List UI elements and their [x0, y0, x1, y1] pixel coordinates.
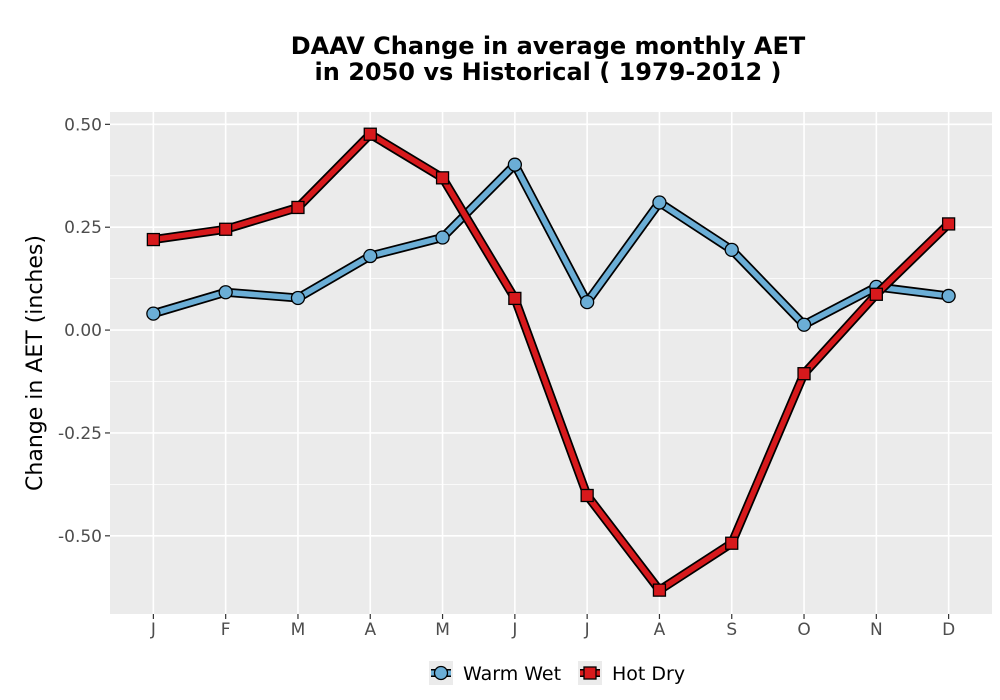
- series-warm-wet: [146, 157, 956, 332]
- legend-label: Hot Dry: [612, 663, 685, 685]
- chart-title-line-2: in 2050 vs Historical ( 1979-2012 ): [315, 58, 782, 86]
- axis-layer: -0.50 -0.25 0.00 0.25 0.50 J F M A M J J A S O N D: [58, 115, 955, 640]
- data-point: [508, 291, 522, 306]
- data-point: [796, 317, 812, 332]
- data-point: [725, 536, 739, 550]
- x-tick-label: A: [364, 620, 376, 640]
- data-point: [797, 367, 811, 381]
- series-hot-dry: [146, 127, 956, 597]
- x-tick-label: S: [726, 620, 737, 640]
- legend: Warm Wet Hot Dry: [429, 661, 685, 685]
- data-point: [290, 290, 306, 306]
- legend-item: Warm Wet: [429, 661, 561, 685]
- y-tick-label: -0.50: [58, 527, 102, 547]
- data-point: [219, 222, 233, 236]
- legend-key-marker: [433, 665, 449, 681]
- data-point: [218, 285, 233, 300]
- data-point: [435, 171, 450, 185]
- x-tick-label: M: [435, 620, 450, 640]
- data-point: [869, 287, 883, 301]
- legend-item: Hot Dry: [578, 661, 685, 685]
- y-tick-label: 0.50: [64, 115, 102, 135]
- x-tick-label: A: [654, 620, 666, 640]
- grid-lines: [110, 112, 992, 614]
- y-tick-label: 0.25: [64, 218, 102, 238]
- data-point: [579, 294, 595, 310]
- x-tick-label: D: [942, 620, 955, 640]
- data-point: [652, 195, 667, 210]
- legend-key-marker: [583, 666, 597, 680]
- data-point: [941, 288, 956, 304]
- data-point: [146, 232, 161, 247]
- data-point: [507, 157, 523, 172]
- data-point: [363, 248, 378, 264]
- x-tick-label: N: [870, 620, 883, 640]
- data-point: [291, 200, 305, 215]
- x-tick-label: O: [797, 620, 810, 640]
- x-tick-label: M: [291, 620, 306, 640]
- data-point: [435, 230, 450, 245]
- series-line: [150, 161, 952, 328]
- data-point: [941, 217, 956, 231]
- data-point: [146, 306, 161, 321]
- x-tick-label: J: [511, 620, 517, 640]
- series-layer: [146, 127, 956, 597]
- data-point: [724, 242, 739, 257]
- x-tick-label: F: [221, 620, 231, 640]
- data-point: [363, 127, 377, 141]
- legend-label: Warm Wet: [463, 663, 561, 685]
- x-tick-label: J: [150, 620, 156, 640]
- plot-panel: [110, 112, 992, 614]
- chart-title-line-1: DAAV Change in average monthly AET: [291, 32, 806, 60]
- x-tick-label: J: [584, 620, 590, 640]
- data-point: [652, 583, 667, 597]
- series-line: [150, 131, 952, 593]
- y-axis-title: Change in AET (inches): [23, 235, 48, 491]
- y-tick-label: -0.25: [58, 424, 102, 444]
- data-point: [580, 488, 594, 503]
- y-tick-label: 0.00: [64, 321, 102, 341]
